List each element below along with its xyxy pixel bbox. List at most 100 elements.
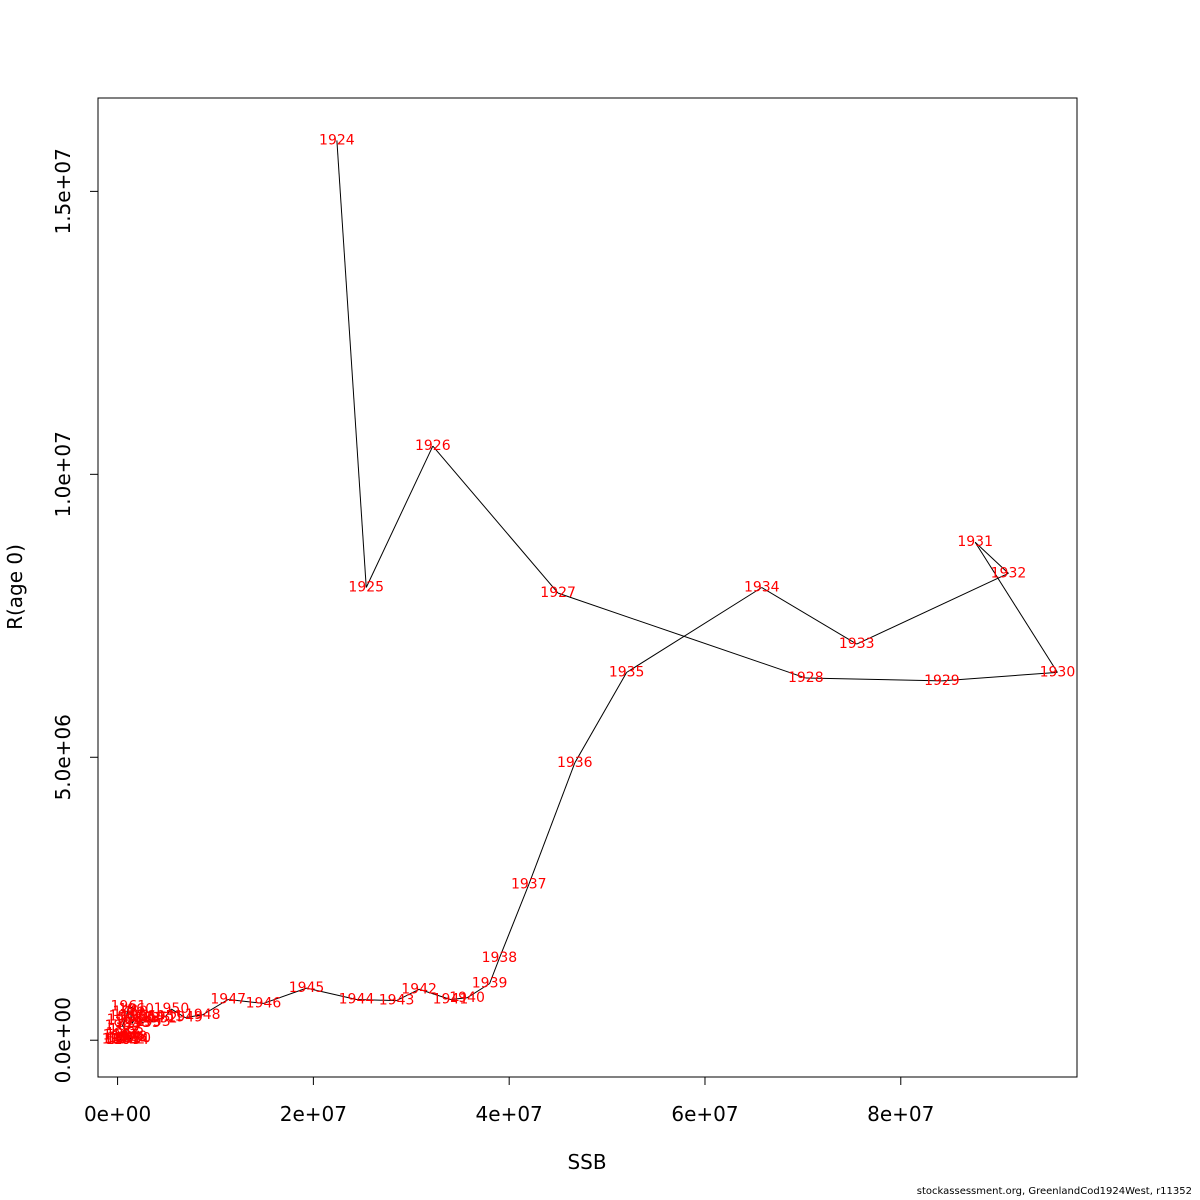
point-label-1928: 1928 [788,670,824,686]
point-label-1931: 1931 [957,534,993,550]
series-segment-1962-1963 [123,1016,127,1021]
series-segment-1967-1968 [120,1035,130,1038]
y-tick-label: 0.0e+00 [51,997,75,1083]
x-tick-label: 4e+07 [476,1102,543,1126]
x-tick-label: 0e+00 [84,1102,151,1126]
point-label-1945: 1945 [289,980,325,996]
point-label-1948: 1948 [185,1007,221,1023]
point-label-1937: 1937 [511,877,547,893]
y-tick-label: 1.5e+07 [51,148,75,234]
series-segment-1942-1943 [396,988,420,1002]
point-label-1924: 1924 [319,132,355,148]
series-segment-1924-1925 [336,140,367,588]
series-segment-1939-1940 [466,983,490,999]
point-label-1953: 1953 [135,1014,171,1030]
source-credit: stockassessment.org, GreenlandCod1924Wes… [916,1186,1192,1197]
x-tick-label: 6e+07 [671,1102,738,1126]
series-segment-1937-1938 [498,884,530,959]
series-segment-1940-1941 [450,997,468,1000]
point-label-1960: 1960 [118,1002,154,1018]
point-label-1940: 1940 [449,990,485,1006]
series-segment-1956-1957 [134,1016,139,1020]
point-label-1957: 1957 [117,1011,153,1027]
point-label-1975: 1975 [106,1032,142,1048]
point-label-1930: 1930 [1040,664,1076,680]
series-segment-1932-1933 [856,572,1009,645]
series-segment-1958-1959 [129,1011,133,1024]
series-segment-1954-1955 [142,1017,148,1024]
point-label-1949: 1949 [167,1010,203,1026]
point-label-1934: 1934 [744,580,780,596]
series-segment-1933-1934 [761,587,857,645]
point-label-1966: 1966 [106,1025,142,1041]
point-label-1938: 1938 [482,950,518,966]
point-label-1926: 1926 [415,438,451,454]
point-label-1952: 1952 [142,1011,178,1027]
series-segment-1929-1930 [941,671,1058,682]
series-segment-1950-1951 [165,1008,172,1017]
point-label-1968: 1968 [112,1029,148,1045]
point-label-1958: 1958 [114,1015,150,1031]
series-segment-1927-1928 [557,592,806,679]
series-segment-1934-1935 [626,587,763,673]
series-segment-1928-1929 [805,677,942,682]
point-label-1943: 1943 [379,993,415,1009]
series-segment-1931-1932 [974,541,1009,574]
series-segment-1947-1948 [202,999,229,1016]
series-segment-1949-1950 [171,1008,186,1019]
x-axis-title: SSB [567,1150,606,1174]
point-label-1939: 1939 [472,976,508,992]
series-segment-1963-1964 [121,1019,125,1027]
point-label-1959: 1959 [112,1004,148,1020]
series-segment-1961-1962 [125,1006,129,1017]
series-segment-1946-1947 [228,998,264,1004]
point-label-1946: 1946 [246,995,282,1011]
y-axis: 0.0e+00 5.0e+06 1.0e+07 1.5e+07 [51,148,99,1083]
point-label-1950: 1950 [154,1001,190,1017]
series-segment-1952-1953 [152,1018,160,1023]
point-label-1936: 1936 [557,755,593,771]
point-label-1947: 1947 [210,991,246,1007]
series-segment-1948-1949 [185,1014,203,1019]
point-label-1927: 1927 [540,585,576,601]
x-tick-label: 2e+07 [280,1102,347,1126]
series-segment-1943-1944 [356,998,397,1002]
series-segment-1959-1960 [130,1009,137,1013]
point-label-1933: 1933 [839,636,875,652]
series-segment-1964-1965 [122,1025,127,1031]
series-segment-1953-1954 [146,1017,154,1023]
point-label-1941: 1941 [433,991,469,1007]
series-segment-1957-1958 [131,1018,136,1024]
point-label-1973: 1973 [102,1032,138,1048]
plot-frame [97,97,1078,1078]
point-label-1974: 1974 [113,1032,149,1048]
series-segment-1945-1946 [263,987,307,1004]
point-label-1942: 1942 [401,981,437,997]
point-label-1963: 1963 [107,1012,143,1028]
y-tick-label: 1.0e+07 [51,431,75,517]
point-label-1962: 1962 [109,1008,145,1024]
series-line-group [119,140,1058,1041]
series-segment-1960-1961 [128,1005,137,1011]
series-segment-1955-1956 [137,1016,144,1024]
x-axis: 0e+00 2e+07 4e+07 6e+07 8e+07 [84,1076,934,1126]
year-label-group: 1924 1925 1926 1927 1928 1929 1930 1931 1932 1933… [102,132,1076,1047]
point-label-1955: 1955 [125,1015,161,1031]
point-label-1972: 1972 [110,1032,146,1048]
series-segment-1944-1945 [306,987,357,1000]
series-segment-1935-1936 [574,672,628,764]
point-label-1932: 1932 [991,565,1027,581]
series-segment-1930-1931 [974,541,1058,673]
series-segment-1936-1937 [528,762,576,885]
y-tick-label: 5.0e+06 [51,714,75,800]
x-tick-label: 8e+07 [867,1102,934,1126]
series-segment-1941-1942 [418,988,451,1000]
point-label-1956: 1956 [120,1008,156,1024]
point-label-1925: 1925 [348,580,384,596]
series-segment-1951-1952 [159,1015,166,1020]
series-segment-1965-1966 [123,1029,127,1034]
series-segment-1938-1939 [489,957,500,984]
point-label-1954: 1954 [129,1010,165,1026]
point-label-1965: 1965 [109,1022,145,1038]
